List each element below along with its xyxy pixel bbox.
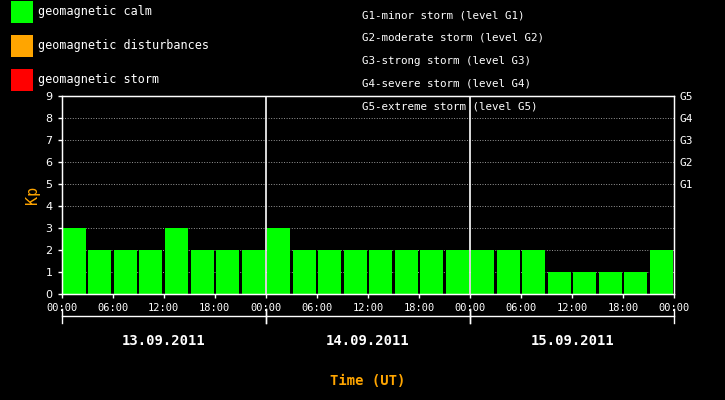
Bar	[446, 250, 469, 294]
Bar	[216, 250, 239, 294]
Bar	[241, 250, 265, 294]
Text: G3-strong storm (level G3): G3-strong storm (level G3)	[362, 56, 531, 66]
Text: 14.09.2011: 14.09.2011	[326, 334, 410, 348]
Bar	[165, 228, 188, 294]
Bar	[369, 250, 392, 294]
Bar	[650, 250, 673, 294]
Bar	[548, 272, 571, 294]
Text: 15.09.2011: 15.09.2011	[530, 334, 614, 348]
Bar	[267, 228, 290, 294]
Text: geomagnetic disturbances: geomagnetic disturbances	[38, 40, 210, 52]
Bar	[573, 272, 597, 294]
Text: geomagnetic calm: geomagnetic calm	[38, 6, 152, 18]
Y-axis label: Kp: Kp	[25, 186, 40, 204]
Text: 13.09.2011: 13.09.2011	[122, 334, 206, 348]
Text: G1-minor storm (level G1): G1-minor storm (level G1)	[362, 10, 525, 20]
Bar	[318, 250, 341, 294]
Text: geomagnetic storm: geomagnetic storm	[38, 74, 160, 86]
Text: Time (UT): Time (UT)	[331, 374, 405, 388]
Text: G4-severe storm (level G4): G4-severe storm (level G4)	[362, 78, 531, 88]
Bar	[497, 250, 520, 294]
Text: G5-extreme storm (level G5): G5-extreme storm (level G5)	[362, 101, 538, 111]
Bar	[599, 272, 622, 294]
Bar	[394, 250, 418, 294]
Bar	[624, 272, 647, 294]
Bar	[139, 250, 162, 294]
Bar	[523, 250, 545, 294]
Bar	[293, 250, 315, 294]
Bar	[471, 250, 494, 294]
Bar	[63, 228, 86, 294]
Bar	[114, 250, 137, 294]
Bar	[191, 250, 213, 294]
Bar	[420, 250, 443, 294]
Bar	[344, 250, 367, 294]
Bar	[88, 250, 112, 294]
Text: G2-moderate storm (level G2): G2-moderate storm (level G2)	[362, 33, 544, 43]
